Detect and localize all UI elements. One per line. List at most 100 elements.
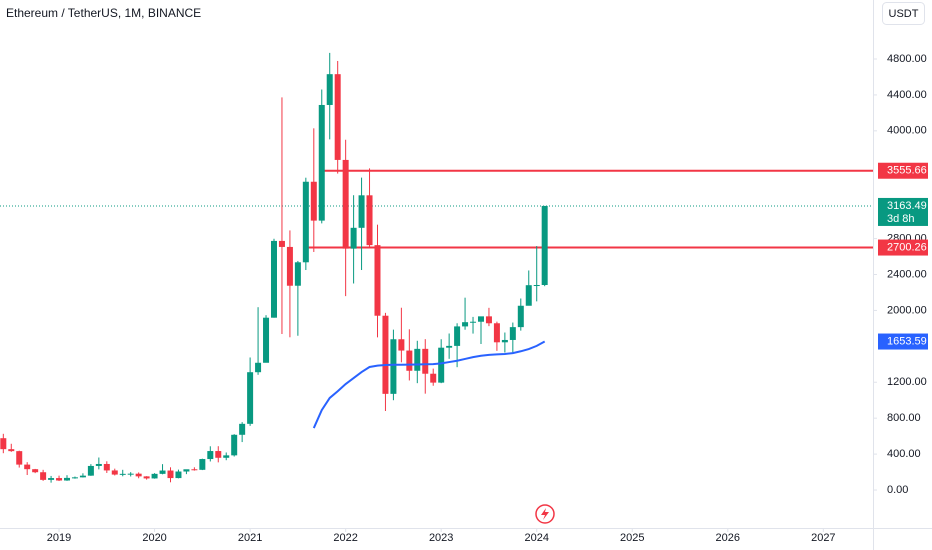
x-tick-label: 2026 xyxy=(716,532,740,544)
candle-body xyxy=(183,469,190,472)
candle-body xyxy=(239,423,246,435)
candle-body xyxy=(71,477,78,479)
x-tick-label: 2025 xyxy=(620,532,644,544)
candle-body xyxy=(477,316,484,322)
candle-body xyxy=(278,240,285,247)
chart-title: Ethereum / TetherUS, 1M, BINANCE xyxy=(6,6,201,20)
candle-body xyxy=(127,473,134,475)
candle-body xyxy=(199,459,206,470)
price-line-label-bg xyxy=(878,239,928,256)
candle-body xyxy=(462,322,469,327)
candle-body xyxy=(159,470,166,474)
candle-body xyxy=(430,373,437,383)
candle-body xyxy=(135,473,142,477)
candle-body xyxy=(446,345,453,348)
candle-body xyxy=(0,438,7,450)
candle-body xyxy=(111,470,118,475)
y-tick-label: 4400.00 xyxy=(887,89,927,101)
x-tick-label: 2027 xyxy=(811,532,835,544)
candle-body xyxy=(32,469,39,473)
candle-body xyxy=(16,451,23,465)
candle-body xyxy=(406,350,413,371)
candle-body xyxy=(294,262,301,286)
candle-body xyxy=(87,465,94,476)
candle-body xyxy=(286,246,293,286)
candle-body xyxy=(414,348,421,371)
candle-body xyxy=(493,323,500,343)
candle-body xyxy=(143,476,150,479)
candle-body xyxy=(24,464,31,470)
candle-body xyxy=(247,372,254,424)
candle-body xyxy=(485,316,492,324)
price-line-label-bg xyxy=(878,162,928,179)
candle-body xyxy=(318,104,325,221)
x-tick-label: 2023 xyxy=(429,532,453,544)
candle-body xyxy=(175,471,182,479)
candle-body xyxy=(517,305,524,328)
candle-body xyxy=(509,327,516,340)
candle-body xyxy=(541,205,548,286)
moving-average-line xyxy=(312,340,546,429)
y-tick-label: 400.00 xyxy=(887,448,921,460)
candle-body xyxy=(263,317,270,363)
candle-body xyxy=(358,195,365,228)
candle-body xyxy=(270,240,277,318)
candle-body xyxy=(64,477,71,481)
candle-body xyxy=(334,74,341,160)
candle-body xyxy=(56,478,63,481)
candle-body xyxy=(366,195,373,246)
candle-body xyxy=(438,347,445,383)
candle-body xyxy=(167,470,174,479)
candle-body xyxy=(302,181,309,263)
last-price-label-bg xyxy=(878,197,928,226)
price-line-label: 3555.66 xyxy=(887,165,927,177)
candle-body xyxy=(470,321,477,323)
y-tick-label: 1200.00 xyxy=(887,376,927,388)
candle-body xyxy=(310,181,317,221)
candle-body xyxy=(422,348,429,374)
candle-body xyxy=(79,475,86,478)
countdown-label: 3d 8h xyxy=(887,213,915,225)
candle-body xyxy=(382,315,389,394)
candle-body xyxy=(215,451,222,458)
currency-button-label[interactable]: USDT xyxy=(889,8,919,20)
candle-body xyxy=(501,339,508,343)
y-tick-label: 4000.00 xyxy=(887,125,927,137)
candle-body xyxy=(454,326,461,346)
candle-body xyxy=(390,339,397,394)
y-tick-label: 800.00 xyxy=(887,412,921,424)
candle-body xyxy=(119,473,126,475)
x-tick-label: 2019 xyxy=(47,532,71,544)
price-line-label: 2700.26 xyxy=(887,241,927,253)
candle-body xyxy=(374,245,381,316)
x-tick-label: 2022 xyxy=(333,532,357,544)
candle-body xyxy=(326,74,333,105)
candle-body xyxy=(40,472,47,480)
x-tick-label: 2021 xyxy=(238,532,262,544)
currency-button[interactable] xyxy=(882,2,925,25)
tradingview-logo xyxy=(535,504,555,524)
y-tick-label: 2400.00 xyxy=(887,268,927,280)
last-price-label: 3163.49 xyxy=(887,200,927,212)
candle-body xyxy=(231,434,238,456)
y-tick-label: 4800.00 xyxy=(887,53,927,65)
candle-body xyxy=(151,473,158,479)
candle-body xyxy=(525,285,532,306)
x-tick-label: 2024 xyxy=(524,532,548,544)
candle-body xyxy=(342,159,349,249)
ma-label: 1653.59 xyxy=(887,335,927,347)
candle-body xyxy=(398,339,405,351)
x-tick-label: 2020 xyxy=(142,532,166,544)
y-tick-label: 2000.00 xyxy=(887,304,927,316)
candle-body xyxy=(223,455,230,458)
candle-body xyxy=(207,451,214,460)
candle-body xyxy=(255,362,262,373)
candle-body xyxy=(350,227,357,249)
candle-body xyxy=(8,449,15,452)
candle-body xyxy=(95,463,102,466)
ma-label-bg xyxy=(878,333,928,350)
candle-body xyxy=(533,285,540,287)
candle-body xyxy=(191,469,198,471)
y-tick-label: 0.00 xyxy=(887,484,908,496)
